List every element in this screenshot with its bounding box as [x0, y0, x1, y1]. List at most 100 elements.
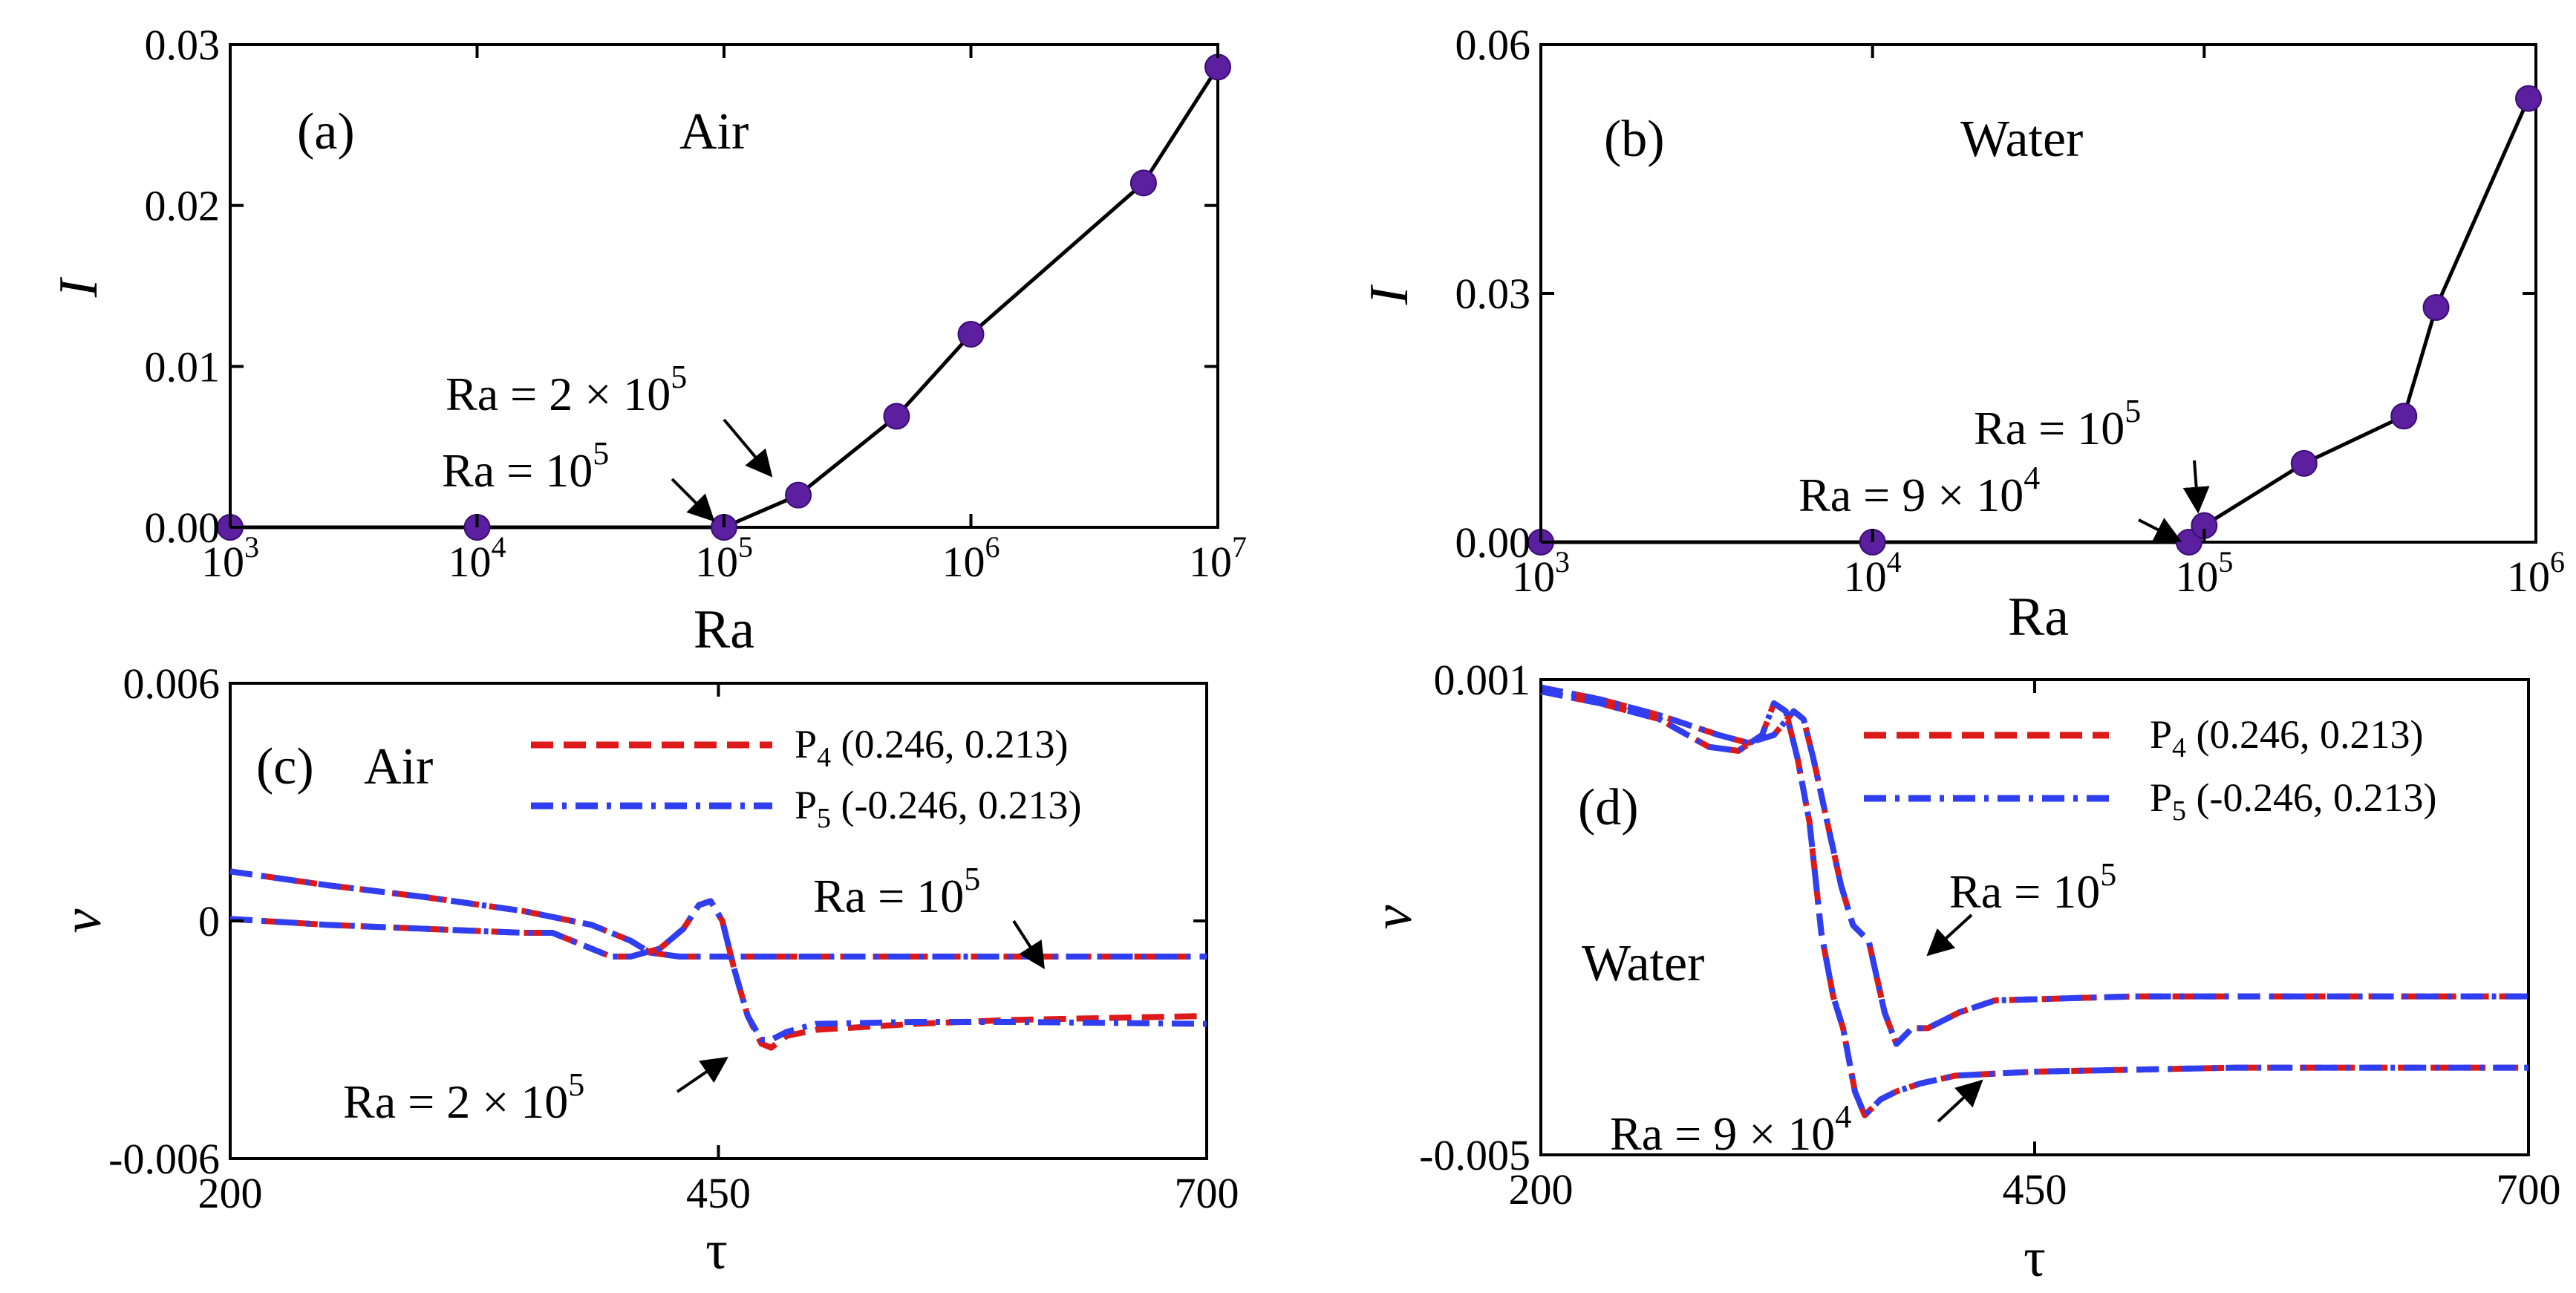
panel-d-plot	[1540, 684, 2528, 1118]
panel-c-legend-p4-name: P	[795, 722, 817, 766]
panel-a-annotation-ra-2e5-base: Ra = 2 × 10	[446, 368, 671, 420]
panel-c-x-ticks: 200 450 700	[198, 683, 1239, 1217]
panel-b-y-ticks: 0.00 0.03 0.06	[1455, 21, 2536, 567]
panel-b-x-tick-label: 104	[1844, 545, 1902, 601]
panel-b-y-axis-label: I	[1359, 284, 1420, 305]
panel-c-y-axis-label: v	[52, 908, 113, 933]
panel-a-data-point	[785, 481, 812, 509]
panel-b-x-tick-base: 10	[1512, 553, 1555, 601]
panel-c-y-tick-label: -0.006	[108, 1135, 220, 1183]
panel-a-y-axis-label: I	[48, 276, 109, 298]
panel-a-x-tick-exp: 6	[985, 530, 1000, 564]
panel-d-x-tick-label: 450	[2003, 1165, 2067, 1214]
panel-d-series-p5	[1540, 684, 2528, 1047]
panel-d-y-ticks: -0.005 0.001	[1419, 656, 2528, 1179]
panel-d-legend-p4-name: P	[2150, 712, 2172, 757]
panel-b-x-tick-exp: 6	[2550, 545, 2565, 579]
panel-a-x-tick-base: 10	[695, 538, 738, 586]
panel-c-annotation-ra-1e5-base: Ra = 10	[813, 870, 964, 922]
panel-c-series-p5	[229, 868, 1207, 960]
panel-a-y-tick-label: 0.01	[145, 342, 221, 391]
panel-a-x-tick-label: 104	[449, 530, 506, 586]
panel-a: 0.000.010.020.03 103 104 105 106 107 (a) Air…	[48, 21, 1247, 660]
panel-d-y-tick-label: -0.005	[1419, 1131, 1530, 1179]
panel-a-plot	[217, 53, 1231, 541]
panel-d-x-ticks: 200 450 700	[1509, 680, 2561, 1214]
panel-a-x-tick-base: 10	[449, 538, 492, 586]
panel-a-data-point	[1204, 53, 1231, 81]
panel-b-series-line	[1541, 97, 2531, 544]
panel-b-x-tick-exp: 5	[2218, 545, 2233, 579]
panel-b-y-tick-label: 0.00	[1455, 518, 1531, 567]
panel-a-x-tick-label: 103	[201, 530, 259, 586]
panel-b-x-tick-exp: 3	[1555, 545, 1570, 579]
panel-b-fluid-label: Water	[1960, 111, 2083, 168]
panel-a-x-ticks: 103 104 105 106 107	[201, 45, 1247, 586]
panel-c-y-tick-label: 0.006	[123, 659, 221, 708]
panel-a-x-tick-label: 106	[942, 530, 1000, 586]
panel-c-x-tick-label: 450	[686, 1169, 751, 1217]
panel-b-x-tick-base: 10	[1844, 553, 1887, 601]
panel-a-data-point	[957, 321, 985, 348]
panel-d-x-tick-label: 700	[2497, 1165, 2561, 1214]
panel-b-y-tick-label: 0.03	[1455, 270, 1531, 318]
panel-c-y-tick-label: 0	[198, 897, 220, 945]
panel-a-y-ticks: 0.00 0.01 0.02 0.03	[145, 21, 1218, 552]
panel-d-annotation-ra-1e5-exp: 5	[2100, 856, 2116, 893]
panel-a-x-tick-base: 10	[942, 538, 985, 586]
panel-a-annotation-ra-2e5-exp: 5	[671, 359, 687, 395]
panel-c-annotation-ra-2e5: Ra = 2 × 105	[343, 1066, 584, 1128]
panel-d-annotation-ra-1e5-base: Ra = 10	[1949, 865, 2100, 918]
panel-d-legend-p5: P5 (-0.246, 0.213)	[2150, 775, 2437, 827]
panel-c-legend-p5-name: P	[795, 783, 817, 827]
panel-c-label: (c)	[256, 738, 314, 795]
panel-d-legend-p5-sub: 5	[2172, 795, 2186, 827]
panel-b-annotation-ra-1e5-exp: 5	[2125, 393, 2141, 429]
panel-d-legend-p5-coords: (-0.246, 0.213)	[2186, 775, 2436, 820]
panel-a-annotation-ra-1e5-exp: 5	[593, 435, 609, 472]
panel-b-arrow-ra-9e4	[2138, 518, 2182, 542]
panel-a-x-tick-exp: 5	[738, 530, 753, 564]
panel-a-x-tick-exp: 7	[1232, 530, 1247, 564]
panel-c-legend-p4-coords: (0.246, 0.213)	[831, 722, 1068, 766]
panel-b-annotation-ra-9e4: Ra = 9 × 104	[1799, 460, 2040, 521]
panel-b-arrow-ra-1e5	[2182, 460, 2210, 514]
panel-c-x-tick-label: 200	[198, 1169, 263, 1217]
panel-b-y-tick-label: 0.06	[1455, 21, 1531, 69]
panel-a-y-tick-label: 0.00	[145, 504, 221, 552]
panel-c: -0.006 0 0.006 200 450 700 (c) Air v τ P4 (0…	[52, 659, 1239, 1281]
panel-b-annotation-ra-1e5-base: Ra = 10	[1974, 402, 2125, 455]
panel-a-arrow-ra-2e5	[723, 418, 773, 478]
panel-d-legend-p4-coords: (0.246, 0.213)	[2186, 712, 2423, 757]
panel-c-y-ticks: -0.006 0 0.006	[108, 659, 1207, 1183]
panel-b-data-point	[2290, 449, 2318, 477]
panel-b-x-tick-base: 10	[2175, 553, 2218, 601]
panel-a-x-axis-label: Ra	[694, 599, 754, 660]
panel-c-legend-p5-coords: (-0.246, 0.213)	[831, 783, 1081, 827]
panel-d-series-p5	[1540, 688, 2528, 1118]
panel-c-arrow-ra-1e5	[1012, 919, 1045, 970]
panel-d-annotation-ra-9e4: Ra = 9 × 104	[1610, 1098, 1851, 1160]
panel-b-label: (b)	[1604, 111, 1665, 168]
panel-a-annotation-ra-1e5-base: Ra = 10	[442, 444, 593, 497]
panel-b-x-tick-label: 105	[2175, 545, 2233, 601]
panel-d-legend-p5-name: P	[2150, 775, 2172, 820]
panel-b-data-point	[2390, 403, 2418, 430]
panel-d-label: (d)	[1578, 779, 1639, 836]
panel-c-x-tick-label: 700	[1175, 1169, 1239, 1217]
panel-d-x-tick-label: 200	[1509, 1165, 1574, 1214]
panel-d-legend-p4-sub: 4	[2172, 732, 2186, 763]
panel-a-data-point	[883, 403, 910, 430]
panel-b-data-point	[2515, 85, 2543, 112]
panel-c-series-p5	[229, 898, 1207, 1043]
panel-b-annotation-ra-9e4-base: Ra = 9 × 10	[1799, 469, 2024, 521]
panel-a-annotation-ra-1e5: Ra = 105	[442, 435, 609, 497]
panel-d-annotation-ra-1e5: Ra = 105	[1949, 856, 2116, 918]
panel-d-annotation-ra-9e4-base: Ra = 9 × 10	[1610, 1107, 1835, 1160]
panel-a-x-tick-exp: 3	[244, 530, 259, 564]
panel-a-data-point	[1129, 169, 1157, 197]
panel-a-x-tick-base: 10	[201, 538, 244, 586]
panel-b: 0.000.030.06 103 104 105 106 (b) Water I Ra…	[1359, 21, 2565, 648]
panel-b-x-tick-exp: 4	[1887, 545, 1902, 579]
